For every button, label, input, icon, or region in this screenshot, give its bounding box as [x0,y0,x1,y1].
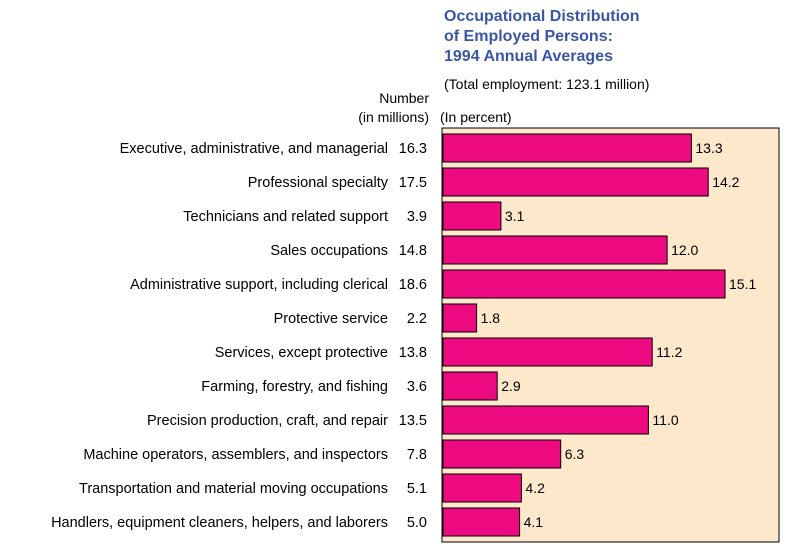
category-label: Protective service [274,311,388,327]
employment-number-label: 3.9 [407,209,427,225]
bar [442,201,502,231]
bar [442,133,692,163]
category-label: Sales occupations [270,243,388,259]
category-label: Handlers, equipment cleaners, helpers, a… [51,515,388,531]
value-label: 2.9 [501,378,521,394]
bar [442,507,521,537]
chart-title-line-1: Occupational Distribution [444,8,640,25]
number-labels: 16.3 17.5 3.9 14.8 18.6 2.2 13.8 3.6 13.5 7.8 5.1 5… [399,141,427,531]
employment-number-label: 2.2 [407,311,427,327]
value-label: 11.0 [652,412,678,428]
bar [442,405,649,435]
value-label: 14.2 [712,174,739,190]
chart-subtitle: (Total employment: 123.1 million) [444,76,649,92]
plot-area-background [441,127,780,543]
category-label: Farming, forestry, and fishing [201,379,388,395]
category-label: Technicians and related support [183,209,388,225]
bar [442,371,498,401]
chart-title-line-2: of Employed Persons: [444,28,613,45]
bar [442,167,709,197]
category-label: Machine operators, assemblers, and inspe… [83,447,388,463]
value-label: 12.0 [671,242,698,258]
number-header-line-2: (in millions) [358,109,429,125]
bar-series [442,133,726,537]
bar [442,337,653,367]
category-label: Precision production, craft, and repair [147,413,388,429]
employment-number-label: 13.5 [399,413,427,429]
category-label: Executive, administrative, and manageria… [120,141,388,157]
value-label: 13.3 [695,140,722,156]
category-label: Professional specialty [248,175,389,191]
category-label: Services, except protective [215,345,388,361]
employment-number-label: 14.8 [399,243,427,259]
employment-number-label: 5.0 [407,515,427,531]
employment-number-label: 16.3 [399,141,427,157]
bar [442,235,668,265]
category-label: Administrative support, including cleric… [130,277,388,293]
category-label: Transportation and material moving occup… [79,481,388,497]
percent-header: (In percent) [440,109,512,125]
chart-title-line-3: 1994 Annual Averages [444,48,613,65]
employment-number-label: 13.8 [399,345,427,361]
value-label: 15.1 [729,276,756,292]
chart-title: Occupational Distribution of Employed Pe… [444,8,640,65]
bar [442,439,562,469]
value-label: 4.1 [524,514,544,530]
employment-number-label: 7.8 [407,447,427,463]
bar [442,269,726,299]
value-label: 1.8 [481,310,501,326]
value-label: 6.3 [565,446,585,462]
category-labels: Executive, administrative, and manageria… [51,141,389,531]
employment-number-label: 17.5 [399,175,427,191]
employment-number-label: 5.1 [407,481,427,497]
employment-number-label: 3.6 [407,379,427,395]
bar [442,303,478,333]
value-label: 4.2 [525,480,545,496]
number-header-line-1: Number [379,90,429,106]
value-labels: 13.3 14.2 3.1 12.0 15.1 1.8 11.2 2.9 11.0 6.3 4.2 4… [481,140,757,530]
bar [442,473,522,503]
employment-number-label: 18.6 [399,277,427,293]
value-label: 3.1 [505,208,525,224]
value-label: 11.2 [656,344,682,360]
